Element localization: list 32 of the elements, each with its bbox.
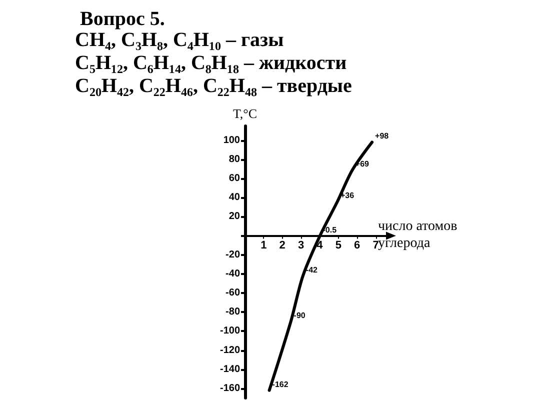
y-tick-label: 40 xyxy=(228,192,240,204)
y-tick-label: 80 xyxy=(228,154,240,165)
text: C₂₀H₄₂, C₂₂H₄₆, C₂₂H₄₈ – твердые xyxy=(75,75,352,97)
text: C₅H₁₂, C₆H₁₄, C₈H₁₈ – жидкости xyxy=(75,52,347,74)
chart-title: Вопрос 5. xyxy=(80,8,165,30)
x-tick-label: 2 xyxy=(279,239,286,252)
y-tick-label: -20 xyxy=(226,249,240,260)
y-tick-label: -160 xyxy=(220,382,240,394)
data-label: +36 xyxy=(340,190,355,200)
x-tick-label: 1 xyxy=(260,239,267,252)
y-tick-label: -140 xyxy=(220,364,240,375)
data-label: -162 xyxy=(272,380,289,389)
data-label: +98 xyxy=(375,132,390,141)
y-tick-label: -40 xyxy=(226,268,240,280)
x-tick-label: 3 xyxy=(298,239,304,252)
y-tick-label: 60 xyxy=(228,172,240,184)
y-axis-title: T,°C xyxy=(232,106,258,121)
x-axis-title: число атомов углерода xyxy=(378,219,458,251)
data-label: -42 xyxy=(306,265,318,274)
y-tick-label: -80 xyxy=(226,306,240,318)
text: CH₄, C₃H₈, C₄H₁₀ – газы xyxy=(75,29,284,51)
x-tick-label: 7 xyxy=(372,239,379,252)
y-tick-label: -60 xyxy=(226,288,240,299)
y-tick-label: 20 xyxy=(228,211,240,222)
y-tick-label: 100 xyxy=(223,134,240,146)
y-tick-label: -100 xyxy=(220,326,240,337)
x-tick-label: 6 xyxy=(354,239,360,252)
data-label: -90 xyxy=(294,311,306,320)
data-label: -0.5 xyxy=(322,226,338,235)
y-tick-label: -120 xyxy=(220,344,240,356)
x-tick-label: 5 xyxy=(335,239,342,252)
x-tick-label: 4 xyxy=(316,239,324,252)
